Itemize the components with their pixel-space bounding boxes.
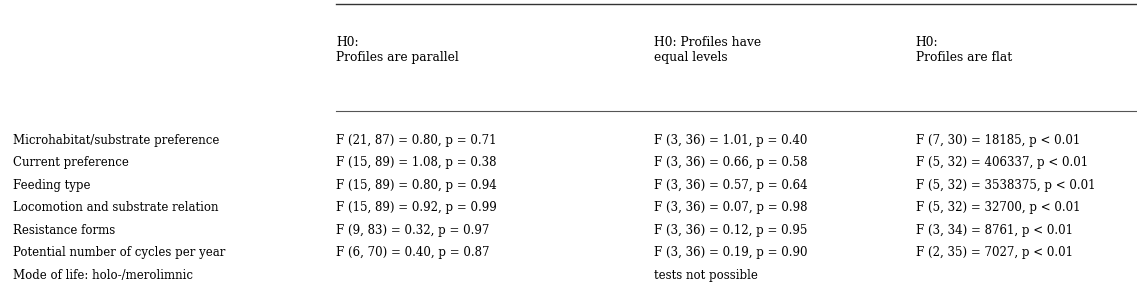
Text: F (9, 83) = 0.32, ⁣p⁣ = 0.97: F (9, 83) = 0.32, ⁣p⁣ = 0.97: [337, 224, 490, 237]
Text: Resistance forms: Resistance forms: [13, 224, 115, 237]
Text: F (15, 89) = 0.92, ⁣p⁣ = 0.99: F (15, 89) = 0.92, ⁣p⁣ = 0.99: [337, 201, 497, 214]
Text: tests not possible: tests not possible: [655, 269, 758, 282]
Text: Mode of life: holo-/merolimnic: Mode of life: holo-/merolimnic: [13, 269, 192, 282]
Text: Potential number of cycles per year: Potential number of cycles per year: [13, 246, 226, 259]
Text: F (3, 36) = 1.01, ⁣p⁣ = 0.40: F (3, 36) = 1.01, ⁣p⁣ = 0.40: [655, 134, 808, 147]
Text: H0:
Profiles are flat: H0: Profiles are flat: [916, 36, 1012, 64]
Text: F (3, 36) = 0.12, ⁣p⁣ = 0.95: F (3, 36) = 0.12, ⁣p⁣ = 0.95: [655, 224, 808, 237]
Text: F (3, 36) = 0.07, ⁣p⁣ = 0.98: F (3, 36) = 0.07, ⁣p⁣ = 0.98: [655, 201, 808, 214]
Text: F (7, 30) = 18185, ⁣p⁣ < 0.01: F (7, 30) = 18185, ⁣p⁣ < 0.01: [916, 134, 1080, 147]
Text: F (5, 32) = 32700, ⁣p⁣ < 0.01: F (5, 32) = 32700, ⁣p⁣ < 0.01: [916, 201, 1080, 214]
Text: Locomotion and substrate relation: Locomotion and substrate relation: [13, 201, 219, 214]
Text: F (3, 36) = 0.66, ⁣p⁣ = 0.58: F (3, 36) = 0.66, ⁣p⁣ = 0.58: [655, 157, 808, 169]
Text: F (5, 32) = 406337, ⁣p⁣ < 0.01: F (5, 32) = 406337, ⁣p⁣ < 0.01: [916, 157, 1088, 169]
Text: Microhabitat/substrate preference: Microhabitat/substrate preference: [13, 134, 219, 147]
Text: F (21, 87) = 0.80, ⁣p⁣ = 0.71: F (21, 87) = 0.80, ⁣p⁣ = 0.71: [337, 134, 497, 147]
Text: F (15, 89) = 0.80, ⁣p⁣ = 0.94: F (15, 89) = 0.80, ⁣p⁣ = 0.94: [337, 179, 497, 192]
Text: F (2, 35) = 7027, ⁣p⁣ < 0.01: F (2, 35) = 7027, ⁣p⁣ < 0.01: [916, 246, 1073, 259]
Text: F (6, 70) = 0.40, ⁣p⁣ = 0.87: F (6, 70) = 0.40, ⁣p⁣ = 0.87: [337, 246, 490, 259]
Text: F (3, 36) = 0.19, ⁣p⁣ = 0.90: F (3, 36) = 0.19, ⁣p⁣ = 0.90: [655, 246, 808, 259]
Text: F (3, 36) = 0.57, ⁣p⁣ = 0.64: F (3, 36) = 0.57, ⁣p⁣ = 0.64: [655, 179, 808, 192]
Text: Current preference: Current preference: [13, 157, 128, 169]
Text: H0: Profiles have
equal levels: H0: Profiles have equal levels: [655, 36, 761, 64]
Text: F (5, 32) = 3538375, ⁣p⁣ < 0.01: F (5, 32) = 3538375, ⁣p⁣ < 0.01: [916, 179, 1095, 192]
Text: H0:
Profiles are parallel: H0: Profiles are parallel: [337, 36, 459, 64]
Text: F (15, 89) = 1.08, ⁣p⁣ = 0.38: F (15, 89) = 1.08, ⁣p⁣ = 0.38: [337, 157, 497, 169]
Text: Feeding type: Feeding type: [13, 179, 90, 192]
Text: F (3, 34) = 8761, ⁣p⁣ < 0.01: F (3, 34) = 8761, ⁣p⁣ < 0.01: [916, 224, 1073, 237]
